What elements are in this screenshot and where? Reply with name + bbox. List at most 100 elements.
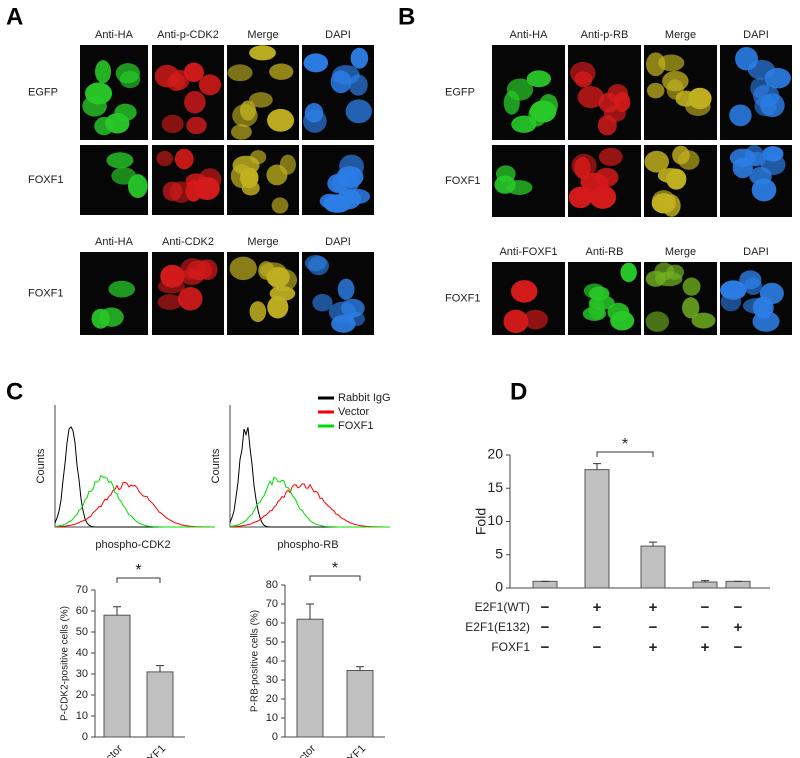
cell <box>174 148 194 170</box>
cell <box>94 116 114 136</box>
cell <box>95 60 112 84</box>
row-label: FOXF1 <box>28 174 63 186</box>
bar <box>103 614 131 738</box>
condition-mark: − <box>593 639 602 656</box>
row-label: FOXF1 <box>491 640 530 654</box>
cell <box>506 180 533 195</box>
condition-mark: − <box>593 619 602 636</box>
column-header: Merge <box>665 29 696 41</box>
cell <box>249 92 273 108</box>
error-bar <box>306 603 314 620</box>
cell <box>198 74 221 96</box>
y-tick-label: 70 <box>266 598 278 610</box>
column-header: Anti-FOXF1 <box>499 246 557 258</box>
cell <box>339 154 364 179</box>
panel-label: B <box>398 3 415 30</box>
cell <box>523 309 548 330</box>
y-tick-label: 80 <box>266 579 278 591</box>
cell <box>568 186 593 209</box>
bar <box>296 618 324 738</box>
significance-mark: * <box>135 562 141 579</box>
x-tick-label: FOXF1 <box>335 743 369 758</box>
column-header: Anti-HA <box>510 29 549 41</box>
cell <box>180 268 204 285</box>
cell <box>230 164 253 188</box>
error-bar <box>113 606 121 616</box>
cell <box>691 312 716 329</box>
cell <box>230 124 252 140</box>
cell <box>510 280 538 303</box>
x-axis-label: phospho-RB <box>277 539 338 551</box>
y-tick-label: 30 <box>266 674 278 686</box>
cell <box>249 45 276 61</box>
histogram-curve <box>55 481 215 528</box>
cell <box>312 293 333 312</box>
y-tick-label: 50 <box>76 626 88 638</box>
y-axis-label: Fold <box>473 508 489 535</box>
cell <box>337 278 355 300</box>
condition-mark: − <box>541 639 550 656</box>
column-header: Anti-HA <box>95 236 134 248</box>
y-tick-label: 70 <box>76 584 88 596</box>
condition-mark: − <box>734 639 743 656</box>
cell <box>271 197 289 214</box>
error-bar <box>156 665 164 672</box>
significance-bracket <box>596 451 654 457</box>
cell <box>749 166 772 185</box>
cell <box>160 264 185 288</box>
column-header: Anti-CDK2 <box>162 236 214 248</box>
cell <box>269 63 294 80</box>
cell <box>682 277 701 296</box>
cell <box>672 145 690 165</box>
cell <box>739 270 762 290</box>
significance-mark: * <box>332 560 338 577</box>
cell <box>127 174 148 199</box>
column-header: DAPI <box>325 29 351 41</box>
cell <box>304 102 324 123</box>
cell <box>119 70 141 89</box>
axis-line <box>509 455 770 589</box>
x-tick-label: Vector <box>95 742 126 758</box>
cell <box>184 90 206 114</box>
legend-label: Vector <box>338 406 370 418</box>
y-tick-label: 15 <box>487 479 503 495</box>
cell <box>503 309 529 334</box>
histogram-curve <box>54 426 215 528</box>
column-header: DAPI <box>325 236 351 248</box>
condition-mark: − <box>541 619 550 636</box>
y-tick-label: 0 <box>495 579 503 595</box>
cell <box>598 92 619 113</box>
column-header: DAPI <box>743 29 769 41</box>
cell <box>266 164 288 186</box>
y-tick-label: 10 <box>487 512 503 528</box>
cell <box>162 181 183 201</box>
panel-label: C <box>6 378 23 405</box>
significance-bracket <box>116 577 161 583</box>
cell <box>185 180 202 202</box>
cell <box>720 292 742 312</box>
cell <box>85 82 113 105</box>
y-tick-label: 10 <box>266 712 278 724</box>
cell <box>597 115 617 136</box>
cell <box>506 78 534 101</box>
cell <box>249 301 267 323</box>
cell <box>620 262 637 283</box>
condition-mark: + <box>649 639 658 656</box>
cell <box>666 168 687 190</box>
cell <box>646 82 665 99</box>
y-tick-label: 10 <box>76 710 88 722</box>
cell <box>646 52 666 77</box>
cell <box>528 104 547 127</box>
column-header: Anti-RB <box>586 246 624 258</box>
bar <box>692 581 718 589</box>
cell <box>258 261 275 280</box>
cell <box>303 53 329 73</box>
bar <box>146 671 174 738</box>
y-tick-label: 20 <box>76 689 88 701</box>
condition-mark: + <box>593 599 602 616</box>
y-axis-label: P-RB-positive cells (%) <box>250 610 261 712</box>
cell <box>645 270 666 287</box>
y-tick-label: 60 <box>76 605 88 617</box>
y-axis-label: Counts <box>210 448 222 483</box>
